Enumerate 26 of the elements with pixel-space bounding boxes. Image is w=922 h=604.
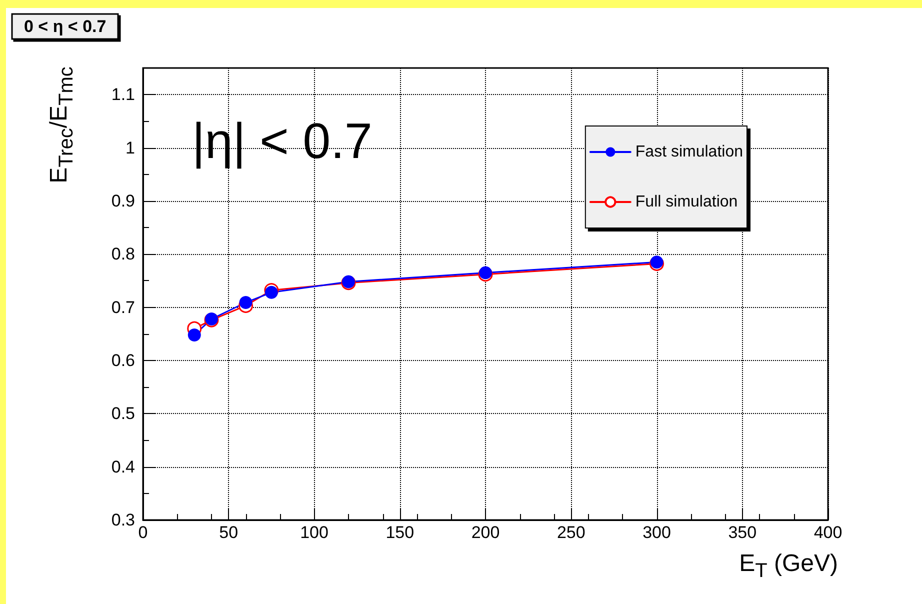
annotation: |η| < 0.7 [192,113,372,169]
x-tick-label: 400 [814,523,842,542]
x-tick-label: 250 [556,523,586,542]
y-tick-label: 1.1 [111,85,135,104]
y-tick-label: 0.6 [111,350,135,370]
legend-label: Full simulation [635,194,738,210]
x-tick-label: 0 [138,523,148,542]
x-tick-label: 350 [728,523,757,542]
x-tick-label: 50 [219,523,238,542]
x-tick-label: 100 [300,523,328,542]
y-tick-label: 0.8 [111,244,135,264]
point [188,328,201,342]
legend-label: Fast simulation [635,144,743,160]
point [479,266,492,280]
y-tick-label: 1 [126,138,135,158]
y-tick-label: 0.7 [111,298,135,317]
x-axis-title: E$_{T}$ (GeV) [739,550,838,583]
x-tick-label: 200 [471,523,500,542]
x-tick-label: 150 [386,523,414,542]
y-tick-label: 0.9 [111,191,135,210]
y-tick-label: 0.3 [111,510,135,530]
chart-title: 0 < η < 0.7 [24,17,106,36]
y-tick-label: 0.5 [111,404,135,424]
y-tick-label: 0.4 [111,457,135,476]
x-tick-label: 300 [642,523,671,542]
point [239,296,252,310]
